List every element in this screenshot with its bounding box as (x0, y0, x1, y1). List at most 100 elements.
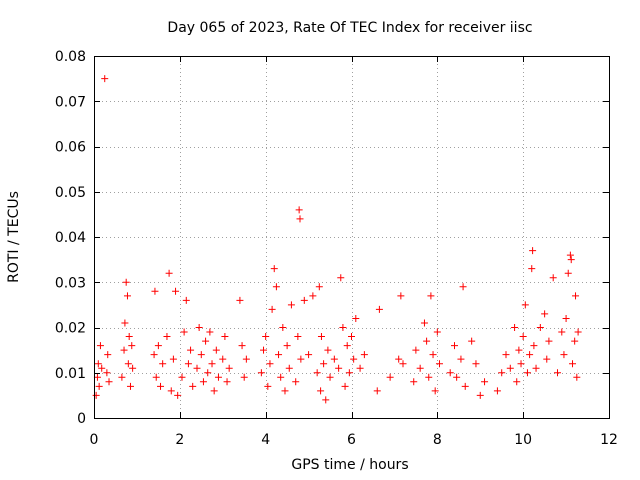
data-point (281, 387, 289, 395)
data-point (193, 364, 201, 372)
data-point (564, 269, 572, 277)
data-point (560, 351, 568, 359)
x-tick-label: 12 (600, 432, 618, 448)
x-tick-label: 10 (514, 432, 532, 448)
data-point (292, 378, 300, 386)
data-point (204, 369, 212, 377)
data-point (219, 355, 227, 363)
data-point (95, 382, 103, 390)
data-point (184, 360, 192, 368)
data-point (395, 355, 403, 363)
data-point (562, 314, 570, 322)
data-point (105, 378, 113, 386)
data-point (511, 324, 519, 331)
data-point (502, 351, 510, 359)
data-point (416, 364, 424, 372)
data-point (481, 378, 489, 386)
data-point (375, 305, 383, 313)
data-point (92, 391, 100, 399)
data-point (468, 337, 476, 345)
data-point (532, 364, 540, 372)
data-point (530, 342, 538, 350)
data-point (128, 342, 136, 350)
data-point (459, 283, 467, 291)
data-point (257, 369, 265, 377)
data-point (300, 296, 308, 304)
data-point (296, 215, 304, 223)
data-point (493, 387, 501, 395)
chart-title: Day 065 of 2023, Rate Of TEC Index for r… (167, 20, 532, 36)
data-point (549, 274, 557, 282)
data-points (92, 75, 582, 404)
data-point (309, 292, 317, 300)
data-point (225, 364, 233, 372)
data-point (573, 373, 581, 381)
data-point (240, 373, 248, 381)
data-point (348, 333, 355, 341)
data-point (451, 342, 458, 350)
data-point (195, 324, 203, 331)
data-point (322, 396, 330, 404)
data-point (283, 342, 291, 350)
data-point (423, 337, 431, 345)
data-point (574, 328, 582, 336)
data-point (386, 373, 394, 381)
data-point (169, 355, 177, 363)
data-point (350, 355, 358, 363)
data-point (242, 355, 250, 363)
data-point (103, 369, 111, 377)
data-point (125, 333, 133, 341)
data-point (94, 360, 102, 368)
y-tick-label: 0.07 (55, 94, 86, 110)
data-point (341, 382, 349, 390)
data-point (435, 360, 443, 368)
data-point (566, 251, 574, 259)
data-point (433, 328, 441, 336)
data-point (330, 355, 338, 363)
data-point (420, 319, 428, 327)
data-point (324, 346, 332, 354)
data-point (199, 378, 207, 386)
data-point (476, 391, 484, 399)
data-point (412, 346, 420, 354)
data-point (159, 360, 167, 368)
data-point (126, 382, 134, 390)
data-point (461, 382, 469, 390)
data-point (572, 292, 580, 300)
data-point (152, 373, 160, 381)
data-point (202, 337, 210, 345)
data-point (543, 355, 551, 363)
y-tick-label: 0.08 (55, 49, 86, 65)
y-tick-label: 0.04 (55, 230, 86, 246)
y-tick-label: 0.05 (55, 185, 86, 201)
data-point (523, 369, 531, 377)
data-point (223, 378, 231, 386)
y-tick-label: 0 (77, 411, 86, 427)
data-point (180, 328, 188, 336)
data-point (529, 247, 537, 255)
data-point (345, 369, 353, 377)
data-point (519, 333, 527, 341)
data-point (285, 364, 293, 372)
data-point (297, 355, 305, 363)
data-point (275, 351, 283, 359)
grid (94, 56, 609, 418)
data-point (157, 382, 165, 390)
data-point (335, 364, 343, 372)
data-point (151, 287, 159, 295)
x-tick-label: 8 (433, 432, 442, 448)
data-point (262, 333, 270, 341)
data-point (266, 360, 274, 368)
data-point (429, 351, 437, 359)
data-point (120, 346, 128, 354)
data-point (268, 305, 276, 313)
data-point (513, 378, 521, 386)
data-point (457, 355, 465, 363)
data-point (360, 351, 368, 359)
data-point (526, 351, 534, 359)
data-point (238, 342, 246, 350)
data-point (122, 278, 130, 286)
data-point (187, 346, 195, 354)
data-point (541, 310, 549, 318)
